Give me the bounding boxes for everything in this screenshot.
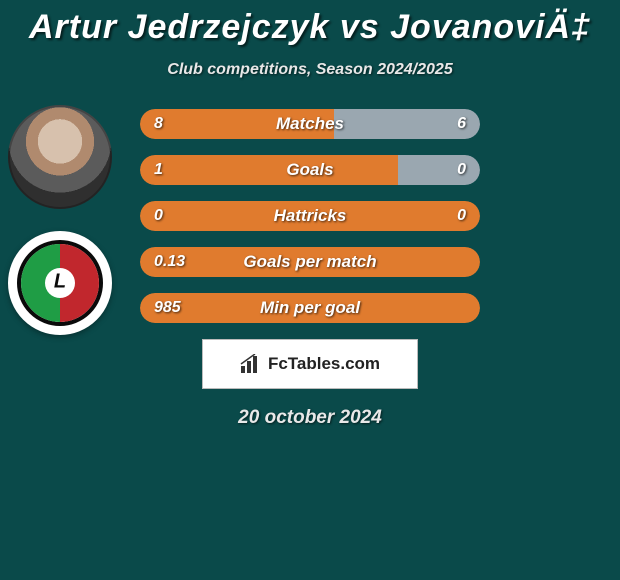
content-area: L Matches86Goals10Hattricks00Goals per m… <box>0 109 620 323</box>
stat-value-left: 8 <box>154 109 163 139</box>
stat-bars: Matches86Goals10Hattricks00Goals per mat… <box>140 109 480 323</box>
club-badge: L <box>8 231 112 335</box>
stat-label: Hattricks <box>140 201 480 231</box>
bar-chart-icon <box>240 354 262 374</box>
comparison-card: Artur Jedrzejczyk vs JovanoviÄ‡ Club com… <box>0 0 620 580</box>
stat-row: Matches8 6 <box>140 109 480 139</box>
club-badge-letter: L <box>54 271 66 294</box>
stat-value-left: 0.13 <box>154 247 185 277</box>
avatars-column: L <box>8 105 112 335</box>
stat-row: Hattricks0 0 <box>140 201 480 231</box>
stat-value-right: 0 <box>457 201 466 231</box>
stat-value-left: 1 <box>154 155 163 185</box>
player-avatar <box>8 105 112 209</box>
club-badge-ring: L <box>17 240 103 326</box>
stat-row: Goals1 0 <box>140 155 480 185</box>
source-logo-text: FcTables.com <box>268 354 380 374</box>
stat-value-left: 985 <box>154 293 181 323</box>
stat-row: Min per goal985 <box>140 293 480 323</box>
stat-value-right: 0 <box>457 155 466 185</box>
page-subtitle: Club competitions, Season 2024/2025 <box>0 61 620 79</box>
stat-label: Goals per match <box>140 247 480 277</box>
stat-label: Matches <box>140 109 480 139</box>
stat-value-right: 6 <box>457 109 466 139</box>
stat-value-left: 0 <box>154 201 163 231</box>
snapshot-date: 20 october 2024 <box>0 407 620 429</box>
stat-row: Goals per match0.13 <box>140 247 480 277</box>
page-title: Artur Jedrzejczyk vs JovanoviÄ‡ <box>0 0 620 47</box>
stat-label: Goals <box>140 155 480 185</box>
source-logo: FcTables.com <box>202 339 418 389</box>
stat-label: Min per goal <box>140 293 480 323</box>
